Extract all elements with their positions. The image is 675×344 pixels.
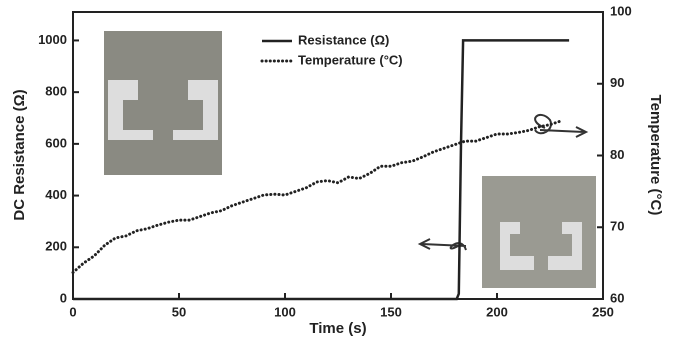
x-tick-label: 150: [380, 304, 402, 319]
x-tick-label: 250: [592, 304, 614, 319]
x-tick-label: 0: [69, 304, 76, 319]
annotation-arrow: [534, 114, 589, 138]
x-tick-label: 50: [172, 304, 186, 319]
x-axis-label: Time (s): [309, 320, 366, 337]
y2-tick-label: 90: [610, 75, 624, 90]
y2-tick-label: 60: [610, 290, 624, 305]
x-tick-label: 100: [274, 304, 296, 319]
legend-label: Resistance (Ω): [298, 32, 389, 47]
y-tick-label: 800: [45, 84, 67, 99]
series-line: [73, 39, 570, 301]
series-line: [71, 119, 563, 274]
y-axis-label: DC Resistance (Ω): [11, 89, 28, 220]
legend-label: Temperature (°C): [298, 52, 403, 67]
y-tick-label: 0: [60, 290, 67, 305]
y-tick-label: 200: [45, 239, 67, 254]
y2-tick-label: 70: [610, 219, 624, 234]
photo-electrode: [108, 80, 218, 140]
y-tick-label: 600: [45, 135, 67, 150]
y-tick-label: 1000: [38, 32, 67, 47]
photo: [104, 31, 222, 175]
y-tick-label: 400: [45, 187, 67, 202]
photo-electrode: [500, 222, 582, 270]
y2-axis-label: Temperature (°C): [647, 95, 664, 216]
x-tick-label: 200: [486, 304, 508, 319]
y2-tick-label: 80: [610, 147, 624, 162]
y2-tick-label: 100: [610, 3, 632, 18]
